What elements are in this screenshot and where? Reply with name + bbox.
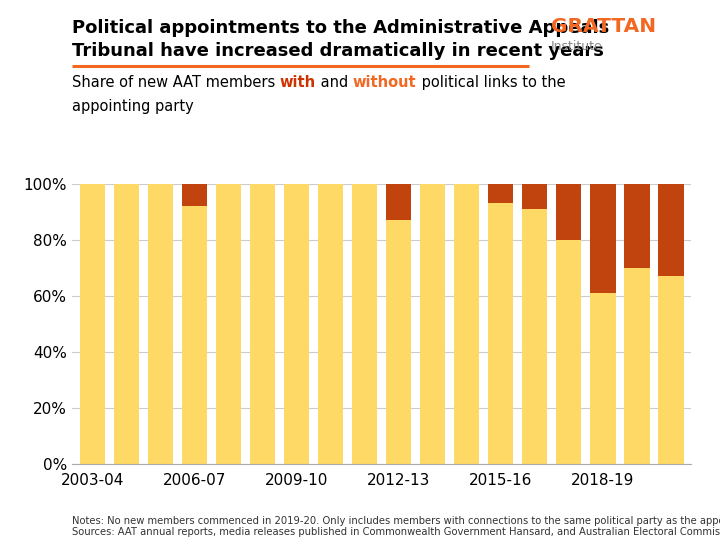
Bar (556, 184, 582, 240)
Text: Institute: Institute (551, 40, 603, 53)
Bar (216, 184, 241, 464)
Text: GRATTAN: GRATTAN (551, 17, 656, 36)
Text: without: without (353, 75, 416, 90)
Text: appointing party: appointing party (72, 99, 194, 114)
Bar (386, 184, 411, 220)
Bar (352, 184, 377, 464)
Bar (522, 184, 547, 209)
Bar (658, 184, 683, 276)
Bar (522, 209, 547, 464)
Bar (590, 293, 616, 464)
Text: Share of new AAT members: Share of new AAT members (72, 75, 280, 90)
Bar (624, 184, 649, 268)
Bar (488, 184, 513, 203)
Text: political links to the: political links to the (416, 75, 565, 90)
Text: and: and (316, 75, 353, 90)
Bar (590, 184, 616, 293)
Bar (318, 184, 343, 464)
Bar (488, 203, 513, 464)
Bar (420, 184, 446, 464)
Bar (284, 184, 310, 464)
Text: Notes: No new members commenced in 2019-20. Only includes members with connectio: Notes: No new members commenced in 2019-… (72, 516, 720, 537)
Text: Tribunal have increased dramatically in recent years: Tribunal have increased dramatically in … (72, 42, 604, 60)
Bar (250, 184, 275, 464)
Bar (148, 184, 174, 464)
Bar (556, 240, 582, 464)
Bar (658, 276, 683, 464)
Bar (80, 184, 105, 464)
Bar (181, 184, 207, 206)
Text: with: with (280, 75, 316, 90)
Text: Political appointments to the Administrative Appeals: Political appointments to the Administra… (72, 19, 609, 37)
Bar (386, 220, 411, 464)
Bar (181, 206, 207, 464)
Bar (454, 184, 480, 464)
Bar (114, 184, 139, 464)
Bar (624, 268, 649, 464)
